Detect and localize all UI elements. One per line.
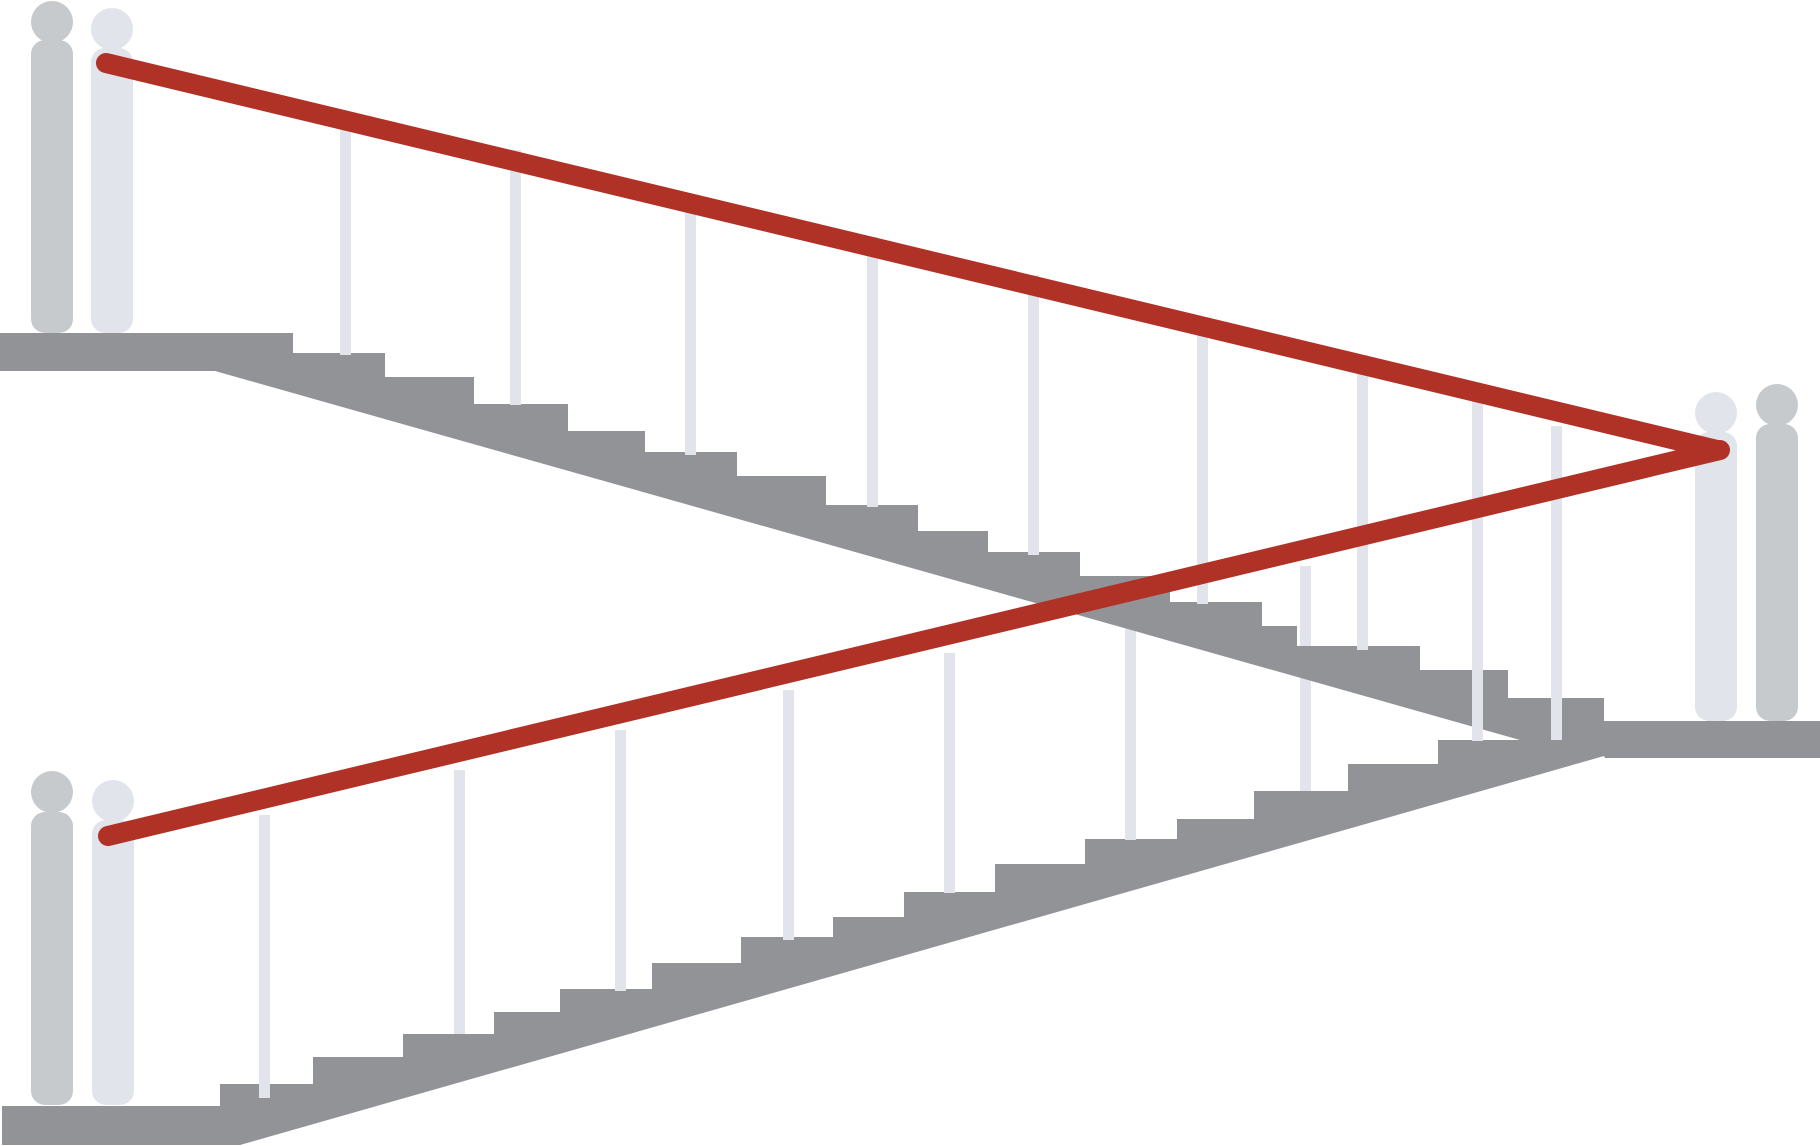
baluster xyxy=(1551,426,1562,740)
newel-post-cap xyxy=(1695,392,1737,434)
baluster xyxy=(867,237,878,507)
lower-stair-body xyxy=(2,721,1820,1145)
baluster xyxy=(685,195,696,455)
baluster xyxy=(1028,275,1039,555)
baluster xyxy=(510,150,521,405)
newel-post-cap xyxy=(1756,384,1798,426)
newel-post xyxy=(31,812,73,1105)
newel-post xyxy=(1756,424,1798,721)
lower-left-newel-posts xyxy=(31,771,134,1105)
baluster xyxy=(259,815,270,1098)
newel-post xyxy=(91,48,133,333)
newel-post-cap xyxy=(91,8,133,50)
baluster xyxy=(944,653,955,893)
upper-left-newel-posts xyxy=(31,1,133,333)
baluster xyxy=(454,770,465,1034)
baluster xyxy=(783,690,794,940)
baluster xyxy=(1472,390,1483,740)
baluster xyxy=(615,730,626,991)
baluster xyxy=(1125,608,1136,840)
baluster xyxy=(340,115,351,355)
newel-post xyxy=(92,820,134,1105)
newel-post-cap xyxy=(92,780,134,822)
baluster xyxy=(1357,355,1368,650)
newel-post xyxy=(1695,432,1737,721)
lower-flight xyxy=(2,525,1820,1145)
newel-post-cap xyxy=(31,1,73,43)
right-landing-newel-posts xyxy=(1695,384,1798,721)
newel-post xyxy=(31,40,73,333)
baluster xyxy=(1197,318,1208,604)
newel-post-cap xyxy=(31,771,73,813)
